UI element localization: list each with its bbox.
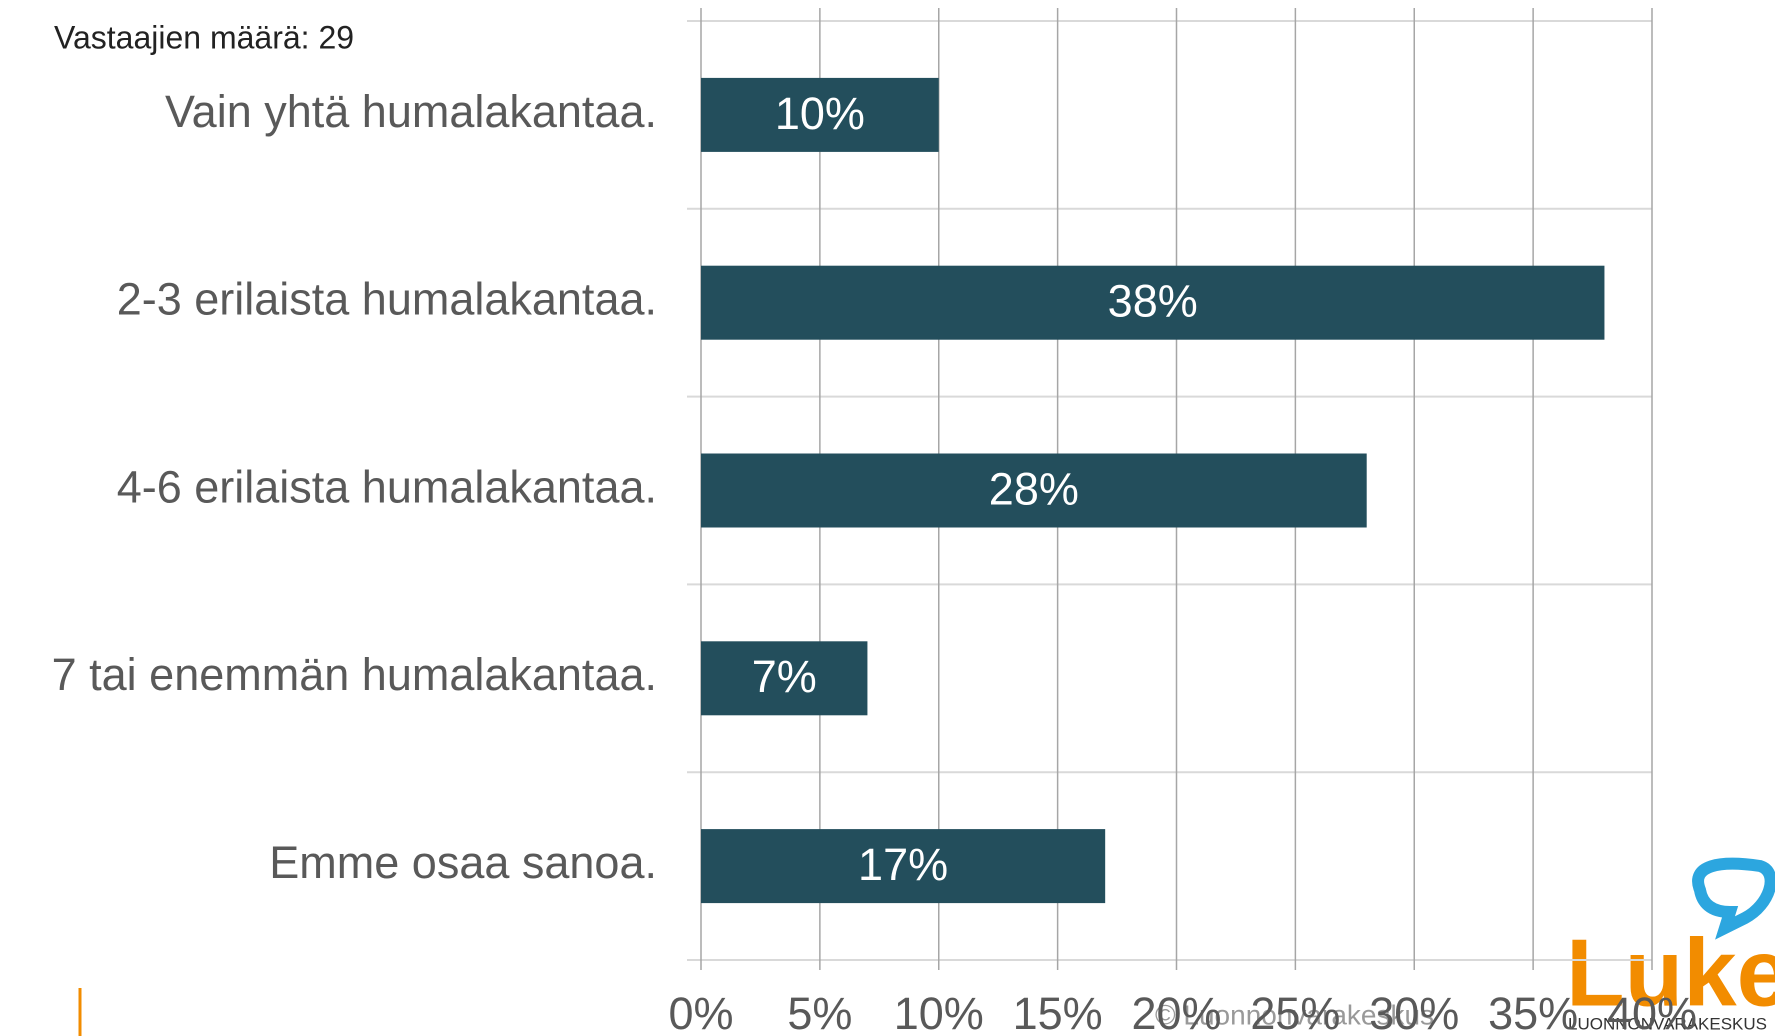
value-label: 7% xyxy=(752,651,817,702)
category-label: Emme osaa sanoa. xyxy=(269,837,657,888)
x-tick-label: 20% xyxy=(1131,988,1221,1036)
x-tick-label: 15% xyxy=(1013,988,1103,1036)
bar xyxy=(701,265,1605,340)
logo: Luke xyxy=(1566,919,1775,1026)
x-tick-label: 30% xyxy=(1369,988,1459,1036)
bar xyxy=(701,453,1367,528)
category-label: 7 tai enemmän humalakantaa. xyxy=(52,649,657,700)
x-tick-label: 35% xyxy=(1488,988,1578,1036)
x-tick-label: 0% xyxy=(668,988,733,1036)
logo-subtitle: LUONNONVARAKESKUS xyxy=(1568,1014,1767,1033)
x-tick-label: 5% xyxy=(787,988,852,1036)
category-label: 2-3 erilaista humalakantaa. xyxy=(117,274,657,325)
category-label: Vain yhtä humalakantaa. xyxy=(165,86,657,137)
value-label: 10% xyxy=(775,88,865,139)
value-label: 17% xyxy=(858,839,948,890)
subtitle: Vastaajien määrä: 29 xyxy=(54,19,354,55)
bar xyxy=(701,641,868,716)
copyright: © Luonnonvarakeskus xyxy=(1155,999,1434,1030)
bar xyxy=(701,829,1106,904)
bar xyxy=(701,77,939,152)
x-tick-label: 40% xyxy=(1607,988,1697,1036)
x-tick-label: 10% xyxy=(894,988,984,1036)
category-label: 4-6 erilaista humalakantaa. xyxy=(117,461,657,512)
value-label: 38% xyxy=(1108,276,1198,327)
value-label: 28% xyxy=(989,463,1079,514)
x-tick-label: 25% xyxy=(1250,988,1340,1036)
logo-leaf xyxy=(1692,857,1775,940)
